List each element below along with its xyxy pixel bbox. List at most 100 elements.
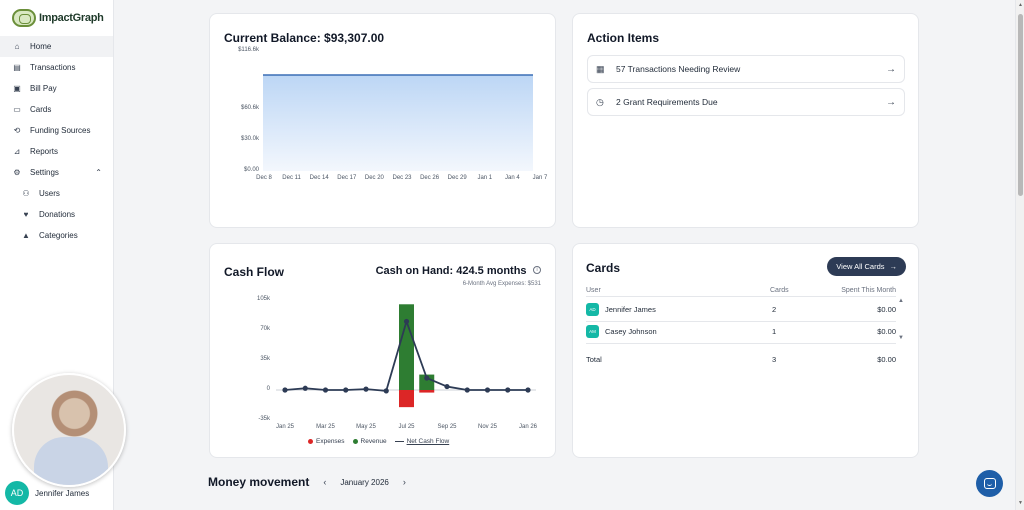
cash-on-hand-value: Cash on Hand: 424.5 months — [375, 265, 527, 277]
sidebar-item-label: Categories — [39, 231, 78, 240]
legend-net[interactable]: Net Cash Flow — [394, 438, 450, 445]
page-scrollbar[interactable]: ▲ ▼ — [1015, 0, 1024, 510]
sidebar-item-bill-pay[interactable]: ▣ Bill Pay — [0, 78, 113, 99]
row-spent: $0.00 — [877, 326, 896, 336]
chart-legend: Expenses Revenue Net Cash Flow — [308, 438, 449, 445]
sidebar-item-label: Transactions — [30, 63, 76, 72]
total-spent: $0.00 — [877, 354, 896, 364]
row-spent: $0.00 — [877, 304, 896, 314]
x-tick: Sep 25 — [437, 424, 457, 430]
net-cash-flow-point — [424, 375, 430, 381]
x-tick: Jan 4 — [505, 175, 520, 181]
home-icon: ⌂ — [14, 42, 20, 51]
scroll-up-icon[interactable]: ▲ — [1018, 2, 1023, 8]
net-cash-flow-point — [282, 387, 288, 393]
expense-bar — [419, 390, 435, 393]
expense-bar — [399, 390, 414, 408]
gear-icon: ⚙ — [13, 168, 21, 177]
x-tick: Dec 17 — [337, 175, 357, 181]
table-row[interactable]: AD Jennifer James 2 $0.00 — [586, 298, 896, 320]
avatar: AD — [5, 481, 29, 505]
y-tick: $30.0k — [240, 136, 259, 142]
donations-icon: ♥ — [23, 210, 29, 219]
cards-title: Cards — [586, 261, 621, 275]
net-cash-flow-point — [363, 386, 369, 392]
sidebar-item-label: Users — [39, 189, 60, 198]
balance-card: Current Balance: $93,307.00 $116.6k $60.… — [209, 13, 556, 228]
chevron-up-icon[interactable]: ⌃ — [95, 168, 102, 177]
sidebar-item-funding-sources[interactable]: ⟲ Funding Sources — [0, 120, 113, 141]
card-icon: ▭ — [13, 105, 21, 114]
legend-label: Expenses — [316, 438, 345, 445]
divider — [586, 343, 896, 344]
cash-flow-card: Cash Flow Cash on Hand: 424.5 months i 6… — [209, 243, 556, 458]
view-all-cards-button[interactable]: View All Cards → — [827, 257, 906, 276]
scroll-down-icon[interactable]: ▼ — [898, 335, 904, 341]
logo-mark-icon — [12, 9, 36, 27]
y-tick: 35k — [260, 356, 270, 362]
legend-swatch-icon — [308, 438, 313, 444]
sidebar-nav: ⌂ Home ▤ Transactions ▣ Bill Pay ▭ Cards… — [0, 36, 113, 246]
info-icon[interactable]: i — [533, 265, 541, 274]
chevron-right-icon[interactable]: › — [402, 477, 406, 487]
users-icon: ⚇ — [22, 189, 30, 198]
scroll-up-icon[interactable]: ▲ — [898, 298, 904, 304]
divider — [586, 321, 896, 322]
invoice-icon: ▣ — [13, 84, 21, 93]
action-item-transactions-review[interactable]: ▦ 57 Transactions Needing Review → — [587, 55, 905, 83]
sidebar-item-categories[interactable]: ▲ Categories — [0, 225, 113, 246]
sidebar-item-label: Reports — [30, 147, 59, 156]
x-tick: Dec 11 — [282, 175, 301, 181]
net-cash-flow-point — [322, 387, 329, 393]
clipboard-icon: ▦ — [596, 63, 605, 74]
action-items-card: Action Items ▦ 57 Transactions Needing R… — [572, 13, 919, 228]
funding-icon: ⟲ — [13, 126, 21, 135]
x-tick: Dec 29 — [447, 175, 467, 181]
legend-swatch-icon — [352, 438, 358, 444]
cash-flow-chart — [276, 304, 536, 408]
x-tick: May 25 — [356, 424, 376, 430]
net-cash-flow-point — [505, 387, 511, 393]
sidebar-item-reports[interactable]: ⊿ Reports — [0, 141, 113, 162]
y-tick: 70k — [260, 326, 270, 332]
logo[interactable]: ImpactGraph — [12, 8, 104, 28]
video-bubble[interactable] — [12, 373, 126, 487]
net-cash-flow-point — [525, 387, 531, 393]
action-item-grant-requirements[interactable]: ◷ 2 Grant Requirements Due → — [587, 88, 905, 116]
total-cards: 3 — [772, 354, 777, 364]
row-user: Jennifer James — [605, 304, 656, 314]
sidebar-item-label: Cards — [30, 105, 52, 114]
net-cash-flow-point — [403, 318, 410, 325]
sidebar-item-label: Funding Sources — [30, 126, 91, 135]
y-tick: $0.00 — [243, 167, 259, 173]
chat-icon — [983, 478, 996, 489]
revenue-bar — [419, 374, 435, 390]
user-profile[interactable]: AD Jennifer James — [5, 481, 89, 505]
avg-expenses: 6-Month Avg Expenses: $531 — [462, 281, 541, 287]
reports-icon: ⊿ — [13, 147, 21, 156]
video-person — [34, 437, 108, 485]
divider — [586, 296, 896, 297]
legend-expenses[interactable]: Expenses — [308, 438, 345, 445]
money-movement-title: Money movement — [208, 475, 310, 489]
sidebar-item-cards[interactable]: ▭ Cards — [0, 99, 113, 120]
legend-label: Net Cash Flow — [406, 438, 450, 445]
sidebar-item-settings[interactable]: ⚙ Settings ⌃ — [0, 162, 113, 183]
sidebar-item-transactions[interactable]: ▤ Transactions — [0, 57, 113, 78]
sidebar-item-label: Bill Pay — [30, 84, 57, 93]
row-cards: 2 — [772, 304, 777, 314]
sidebar-item-donations[interactable]: ♥ Donations — [0, 204, 113, 225]
x-tick: Nov 25 — [477, 424, 497, 430]
scroll-down-icon[interactable]: ▼ — [1018, 500, 1023, 506]
sidebar-item-home[interactable]: ⌂ Home — [0, 36, 113, 57]
categories-icon: ▲ — [22, 231, 30, 240]
sidebar-item-users[interactable]: ⚇ Users — [0, 183, 113, 204]
legend-revenue[interactable]: Revenue — [352, 438, 387, 445]
x-tick: Jan 1 — [477, 175, 493, 181]
table-row[interactable]: AM Casey Johnson 1 $0.00 — [586, 320, 896, 342]
sidebar-item-label: Donations — [39, 210, 76, 219]
chat-launcher-button[interactable] — [976, 470, 1003, 497]
chevron-left-icon[interactable]: ‹ — [323, 477, 327, 487]
x-tick: Mar 25 — [316, 424, 335, 430]
scroll-thumb[interactable] — [1018, 14, 1023, 196]
